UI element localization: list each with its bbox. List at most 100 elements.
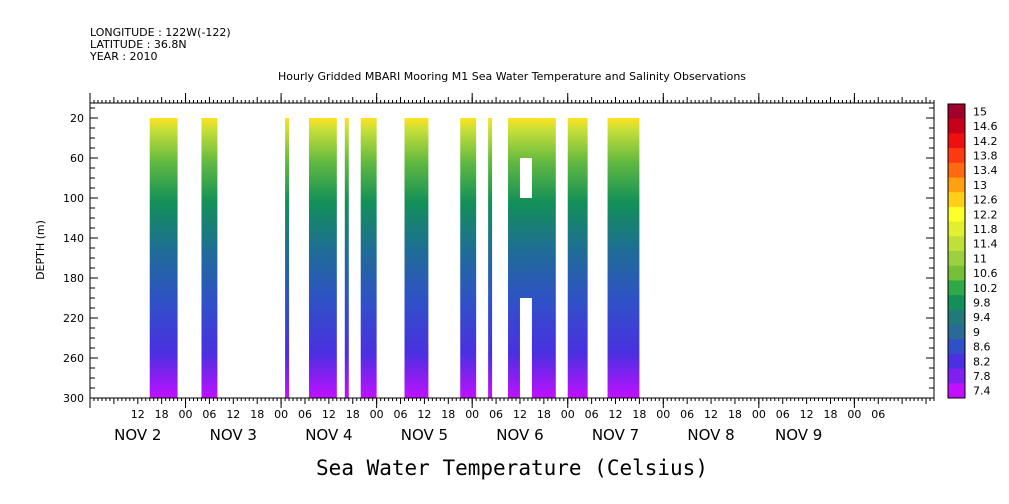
data-block-3 [308, 118, 337, 398]
x-hour-tick-label: 12 [800, 408, 814, 421]
x-hour-tick-label: 12 [704, 408, 718, 421]
chart-title: Hourly Gridded MBARI Mooring M1 Sea Wate… [278, 70, 746, 83]
colorbar-cell [948, 221, 965, 237]
colorbar-label: 10.2 [973, 282, 998, 295]
colorbar-cell [948, 353, 965, 370]
colorbar-label: 15 [973, 105, 987, 118]
x-hour-tick-label: 06 [298, 408, 312, 421]
y-tick-label: 140 [63, 232, 84, 245]
x-hour-tick-label: 12 [417, 408, 431, 421]
x-hour-tick-label: 06 [489, 408, 503, 421]
x-hour-tick-label: 00 [656, 408, 670, 421]
colorbar-label: 12.6 [973, 194, 998, 207]
x-hour-tick-label: 12 [226, 408, 240, 421]
y-tick-label: 20 [70, 112, 84, 125]
x-hour-tick-label: 00 [561, 408, 575, 421]
colorbar-label: 8.2 [973, 355, 991, 368]
x-hour-tick-label: 06 [394, 408, 408, 421]
colorbar-label: 9.4 [973, 311, 991, 324]
x-date-label: NOV 3 [210, 426, 257, 444]
x-date-label: NOV 4 [305, 426, 352, 444]
x-hour-tick-label: 12 [131, 408, 145, 421]
colorbar-cell [948, 265, 965, 281]
x-date-label: NOV 9 [775, 426, 822, 444]
colorbar-label: 13.4 [973, 164, 998, 177]
latitude-label: LATITUDE : 36.8N [90, 38, 187, 51]
colorbar-label: 11 [973, 252, 987, 265]
colorbar-label: 8.6 [973, 341, 991, 354]
x-hour-tick-label: 12 [513, 408, 527, 421]
colorbar-cell [948, 118, 965, 134]
axis-ticks: 12 18 00 06 12 18 00 06 12 18 00 06 12 18 00 06 12 18 00 06… [63, 93, 935, 444]
x-date-label: NOV 5 [401, 426, 448, 444]
colorbar-cell [948, 309, 965, 325]
colorbar-label: 10.6 [973, 267, 998, 280]
x-date-label: NOV 8 [687, 426, 734, 444]
colorbar-cell [948, 251, 965, 267]
colorbar-cell [948, 368, 965, 384]
x-date-label: NOV 6 [496, 426, 543, 444]
colorbar-label: 9 [973, 326, 980, 339]
x-hour-tick-label: 18 [537, 408, 551, 421]
colorbar-cell [948, 324, 965, 340]
data-block-5 [360, 118, 377, 398]
colorbar-title: Sea Water Temperature (Celsius) [316, 456, 708, 480]
y-axis-label: DEPTH (m) [34, 220, 47, 280]
x-hour-tick-label: 18 [441, 408, 455, 421]
data-block-11 [607, 118, 640, 398]
colorbar-label: 11.8 [973, 223, 998, 236]
x-hour-tick-label: 00 [847, 408, 861, 421]
x-hour-tick-label: 06 [871, 408, 885, 421]
x-hour-tick-label: 00 [179, 408, 193, 421]
y-tick-label: 300 [63, 392, 84, 405]
x-hour-tick-label: 12 [609, 408, 623, 421]
colorbar-cell [948, 295, 965, 311]
x-hour-tick-label: 06 [680, 408, 694, 421]
x-hour-tick-label: 18 [346, 408, 360, 421]
x-hour-tick-label: 00 [465, 408, 479, 421]
colorbar-label: 14.6 [973, 120, 998, 133]
colorbar-label: 7.8 [973, 370, 991, 383]
year-label: YEAR : 2010 [89, 50, 158, 63]
colorbar-cell [948, 104, 965, 120]
colorbar-cell [948, 339, 965, 355]
data-gap-1 [519, 298, 532, 398]
x-hour-tick-label: 06 [776, 408, 790, 421]
colorbar-cell [948, 162, 965, 178]
x-hour-tick-label: 00 [370, 408, 384, 421]
y-tick-label: 260 [63, 352, 84, 365]
x-hour-tick-label: 18 [823, 408, 837, 421]
gap-layer [519, 158, 532, 398]
colorbar-label: 13.8 [973, 149, 998, 162]
x-hour-tick-label: 18 [155, 408, 169, 421]
colorbar-label: 14.2 [973, 135, 998, 148]
data-block-2 [285, 118, 290, 398]
colorbar-label: 7.4 [973, 385, 991, 398]
y-tick-label: 60 [70, 152, 84, 165]
colorbar-label: 13 [973, 179, 987, 192]
x-hour-tick-label: 06 [585, 408, 599, 421]
x-hour-tick-label: 12 [322, 408, 336, 421]
data-block-6 [404, 118, 429, 398]
data-layer [149, 118, 640, 398]
data-block-8 [488, 118, 493, 398]
data-block-10 [567, 118, 588, 398]
data-block-0 [149, 118, 178, 398]
y-tick-label: 220 [63, 312, 84, 325]
colorbar-cell [948, 280, 965, 296]
colorbar-label: 12.2 [973, 208, 998, 221]
x-hour-tick-label: 18 [250, 408, 264, 421]
data-gap-0 [519, 158, 532, 198]
y-tick-label: 180 [63, 272, 84, 285]
colorbar-cell [948, 236, 965, 252]
colorbar-label: 9.8 [973, 296, 991, 309]
colorbar-cell [948, 383, 965, 399]
colorbar-cell [948, 177, 965, 193]
x-hour-tick-label: 06 [202, 408, 216, 421]
colorbar-label: 11.4 [973, 238, 998, 251]
colorbar: 15 14.6 14.213.8 13.4 13 12.612.2 11.8 11.411 10… [947, 103, 998, 399]
x-hour-tick-label: 18 [728, 408, 742, 421]
data-block-7 [460, 118, 477, 398]
colorbar-cell [948, 192, 965, 208]
